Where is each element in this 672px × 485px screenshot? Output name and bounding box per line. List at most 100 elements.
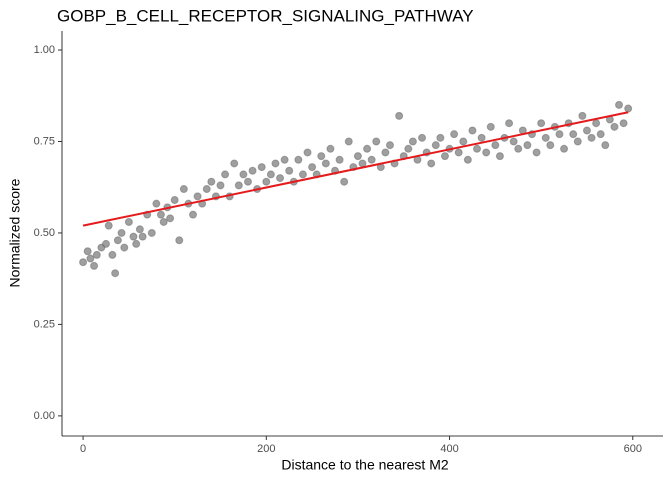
- point: [404, 144, 413, 153]
- point: [179, 185, 188, 194]
- point: [514, 144, 523, 153]
- point: [509, 137, 518, 146]
- point: [486, 122, 495, 131]
- y-tick-label: 0.50: [34, 227, 55, 239]
- point: [408, 137, 417, 146]
- point: [266, 170, 275, 179]
- point: [262, 177, 271, 186]
- point: [285, 166, 294, 175]
- point: [159, 217, 168, 226]
- point: [92, 250, 101, 259]
- point: [505, 119, 514, 128]
- chart-title: GOBP_B_CELL_RECEPTOR_SIGNALING_PATHWAY: [57, 6, 474, 25]
- point: [468, 126, 477, 135]
- point: [189, 210, 198, 219]
- point: [79, 258, 88, 267]
- point: [120, 243, 129, 252]
- point: [298, 170, 307, 179]
- x-tick-label: 400: [440, 443, 458, 455]
- point: [129, 232, 138, 241]
- point: [560, 144, 569, 153]
- point: [326, 144, 335, 153]
- point: [546, 141, 555, 150]
- point: [372, 137, 381, 146]
- point: [596, 130, 605, 139]
- point: [111, 269, 120, 278]
- point: [431, 141, 440, 150]
- point: [555, 130, 564, 139]
- y-tick-label: 0.25: [34, 318, 55, 330]
- point: [156, 210, 165, 219]
- point: [601, 141, 610, 150]
- point: [207, 177, 216, 186]
- x-tick-label: 600: [624, 443, 642, 455]
- point: [257, 163, 266, 172]
- point: [193, 192, 202, 201]
- point: [101, 239, 110, 248]
- point: [340, 177, 349, 186]
- point: [135, 225, 144, 234]
- point: [569, 130, 578, 139]
- point: [381, 148, 390, 157]
- point: [243, 177, 252, 186]
- point: [86, 254, 95, 263]
- point: [294, 155, 303, 164]
- point: [104, 221, 113, 230]
- point: [367, 155, 376, 164]
- point: [216, 181, 225, 190]
- point: [308, 163, 317, 172]
- trend-line: [82, 111, 629, 227]
- point: [152, 199, 161, 208]
- point: [166, 214, 175, 223]
- x-axis-label: Distance to the nearest M2: [281, 457, 449, 473]
- point: [280, 155, 289, 164]
- point: [436, 133, 445, 142]
- point: [459, 137, 468, 146]
- y-axis-label: Normalized score: [7, 178, 23, 287]
- point: [202, 185, 211, 194]
- point: [335, 155, 344, 164]
- point: [537, 119, 546, 128]
- point: [624, 104, 633, 113]
- point: [619, 119, 628, 128]
- point: [523, 141, 532, 150]
- point: [170, 196, 179, 205]
- point: [532, 148, 541, 157]
- point: [239, 170, 248, 179]
- point: [587, 133, 596, 142]
- point: [541, 133, 550, 142]
- point: [344, 137, 353, 146]
- point: [248, 166, 257, 175]
- y-tick-label: 0.75: [34, 135, 55, 147]
- point: [276, 174, 285, 183]
- point: [473, 144, 482, 153]
- point: [363, 144, 372, 153]
- point: [317, 152, 326, 161]
- point: [592, 119, 601, 128]
- point: [482, 148, 491, 157]
- point: [90, 261, 99, 270]
- point: [113, 236, 122, 245]
- point: [83, 247, 92, 256]
- point: [108, 250, 117, 259]
- point: [454, 148, 463, 157]
- point: [353, 152, 362, 161]
- point: [124, 217, 133, 226]
- point: [271, 159, 280, 168]
- point: [395, 111, 404, 120]
- point: [440, 152, 449, 161]
- point: [491, 141, 500, 150]
- point: [463, 155, 472, 164]
- point: [418, 133, 427, 142]
- point: [495, 152, 504, 161]
- point: [175, 236, 184, 245]
- point: [578, 111, 587, 120]
- x-tick-label: 0: [80, 443, 86, 455]
- point: [615, 100, 624, 109]
- point: [610, 122, 619, 131]
- point: [117, 228, 126, 237]
- point: [234, 181, 243, 190]
- point: [358, 159, 367, 168]
- point: [221, 170, 230, 179]
